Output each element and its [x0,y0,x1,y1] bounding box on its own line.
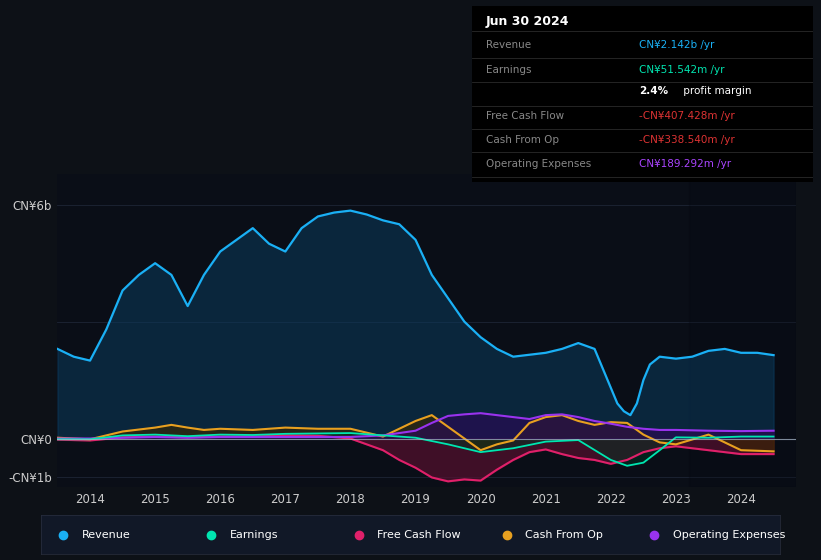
Text: Revenue: Revenue [82,530,131,540]
Text: Earnings: Earnings [230,530,278,540]
Bar [689,174,796,487]
Text: CN¥51.542m /yr: CN¥51.542m /yr [639,65,724,75]
Text: profit margin: profit margin [680,86,751,96]
Text: Cash From Op: Cash From Op [525,530,603,540]
Text: Revenue: Revenue [486,40,531,50]
Text: Earnings: Earnings [486,65,531,75]
Text: Operating Expenses: Operating Expenses [673,530,785,540]
Text: Free Cash Flow: Free Cash Flow [486,111,564,121]
Text: Jun 30 2024: Jun 30 2024 [486,15,569,28]
Text: Operating Expenses: Operating Expenses [486,160,591,169]
Text: 2.4%: 2.4% [639,86,668,96]
Text: -CN¥338.540m /yr: -CN¥338.540m /yr [639,134,735,144]
Text: CN¥2.142b /yr: CN¥2.142b /yr [639,40,714,50]
Text: Free Cash Flow: Free Cash Flow [378,530,461,540]
Text: -CN¥407.428m /yr: -CN¥407.428m /yr [639,111,735,121]
Text: Cash From Op: Cash From Op [486,134,559,144]
Text: CN¥189.292m /yr: CN¥189.292m /yr [639,160,732,169]
